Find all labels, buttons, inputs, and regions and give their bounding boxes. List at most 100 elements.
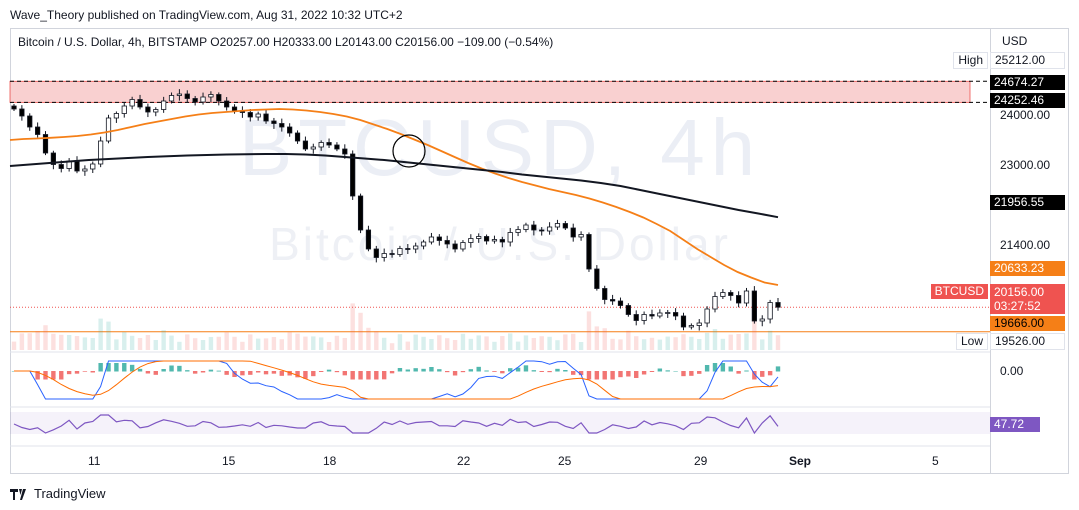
candle[interactable] (90, 161, 96, 174)
candle[interactable] (673, 308, 679, 321)
candle[interactable] (665, 309, 671, 318)
candle[interactable] (704, 306, 710, 328)
sma200-line[interactable] (9, 153, 779, 219)
candle[interactable] (373, 245, 379, 263)
candle[interactable] (168, 92, 175, 104)
candle[interactable] (137, 94, 143, 110)
candle[interactable] (397, 245, 403, 257)
candle[interactable] (153, 107, 159, 117)
macd-line[interactable] (14, 360, 779, 400)
candle[interactable] (113, 111, 119, 123)
last-price-label[interactable]: 20156.00 03:27:52 (990, 284, 1065, 314)
candle[interactable] (192, 95, 198, 106)
candle[interactable] (594, 265, 600, 291)
candle[interactable] (657, 309, 663, 319)
candle[interactable] (66, 158, 72, 172)
candle[interactable] (617, 297, 624, 309)
candle[interactable] (42, 131, 49, 156)
footer-brand[interactable]: TradingView (10, 486, 106, 501)
ema50-price-label[interactable]: 20633.23 (990, 261, 1065, 276)
candle[interactable] (184, 90, 190, 103)
candle[interactable] (649, 309, 655, 320)
candle[interactable] (161, 96, 167, 113)
candle[interactable] (176, 89, 183, 101)
candle[interactable] (271, 117, 277, 129)
candle[interactable] (641, 311, 647, 325)
candle[interactable] (413, 242, 419, 254)
candle[interactable] (696, 319, 702, 331)
candle[interactable] (389, 249, 395, 258)
candle[interactable] (531, 220, 537, 236)
candle[interactable] (751, 286, 757, 324)
candle[interactable] (515, 226, 521, 237)
candle[interactable] (499, 236, 505, 248)
macd-signal-line[interactable] (14, 360, 779, 400)
candle[interactable] (381, 248, 387, 262)
candle[interactable] (554, 219, 561, 230)
ema50-line[interactable] (9, 108, 779, 286)
rsi-line[interactable] (13, 414, 779, 435)
candle[interactable] (775, 298, 781, 311)
candle[interactable] (216, 92, 222, 106)
candle[interactable] (767, 299, 773, 324)
candle[interactable] (50, 150, 56, 170)
candle[interactable] (334, 142, 340, 152)
zone-bottom-price-label[interactable]: 24252.46 (990, 93, 1065, 108)
candle[interactable] (302, 136, 309, 152)
candle[interactable] (759, 315, 765, 327)
low-price-label[interactable]: 19526.00 (990, 333, 1065, 350)
candle[interactable] (74, 156, 80, 174)
rsi-value-label[interactable]: 47.72 (990, 417, 1040, 432)
candle[interactable] (743, 287, 750, 307)
candle[interactable] (27, 113, 33, 131)
candle[interactable] (82, 165, 88, 176)
sma200-price-label[interactable]: 21956.55 (990, 195, 1065, 210)
candle[interactable] (570, 223, 576, 242)
candle[interactable] (586, 232, 592, 272)
candle[interactable] (562, 221, 568, 230)
candle[interactable] (468, 234, 474, 248)
candle[interactable] (680, 312, 687, 331)
candle[interactable] (688, 323, 694, 330)
candle[interactable] (405, 244, 411, 254)
candle[interactable] (712, 291, 718, 313)
candle[interactable] (200, 92, 206, 105)
candle[interactable] (208, 91, 214, 103)
candle[interactable] (602, 285, 608, 305)
symbol-legend[interactable]: Bitcoin / U.S. Dollar, 4h, BITSTAMP O202… (18, 35, 554, 49)
candle[interactable] (11, 104, 17, 111)
candle[interactable] (310, 143, 316, 154)
candle[interactable] (98, 136, 104, 168)
candle[interactable] (728, 290, 734, 301)
candle[interactable] (326, 138, 332, 149)
candle[interactable] (507, 227, 513, 247)
candle[interactable] (420, 239, 427, 250)
candle[interactable] (546, 222, 553, 235)
candle[interactable] (145, 103, 151, 118)
high-price-label[interactable]: 25212.00 (990, 52, 1065, 69)
candle[interactable] (483, 234, 490, 245)
candle[interactable] (720, 289, 726, 299)
candle[interactable] (247, 109, 253, 122)
candle[interactable] (279, 118, 285, 132)
candle[interactable] (287, 123, 293, 137)
candle[interactable] (460, 240, 466, 252)
zone-top-price-label[interactable]: 24674.27 (990, 75, 1065, 90)
candle[interactable] (35, 122, 41, 138)
candle[interactable] (357, 193, 364, 234)
candle[interactable] (625, 303, 631, 317)
candle[interactable] (318, 140, 324, 151)
candle[interactable] (294, 130, 301, 144)
candle[interactable] (19, 105, 25, 121)
candle[interactable] (539, 227, 545, 236)
candle[interactable] (523, 222, 529, 233)
candle[interactable] (224, 97, 230, 111)
candle[interactable] (255, 111, 261, 121)
candle[interactable] (452, 240, 458, 253)
resistance-zone[interactable] (9, 80, 971, 103)
candle[interactable] (105, 114, 112, 144)
support-price-label[interactable]: 19666.00 (990, 316, 1065, 331)
candle[interactable] (444, 235, 450, 249)
candle[interactable] (428, 232, 435, 245)
